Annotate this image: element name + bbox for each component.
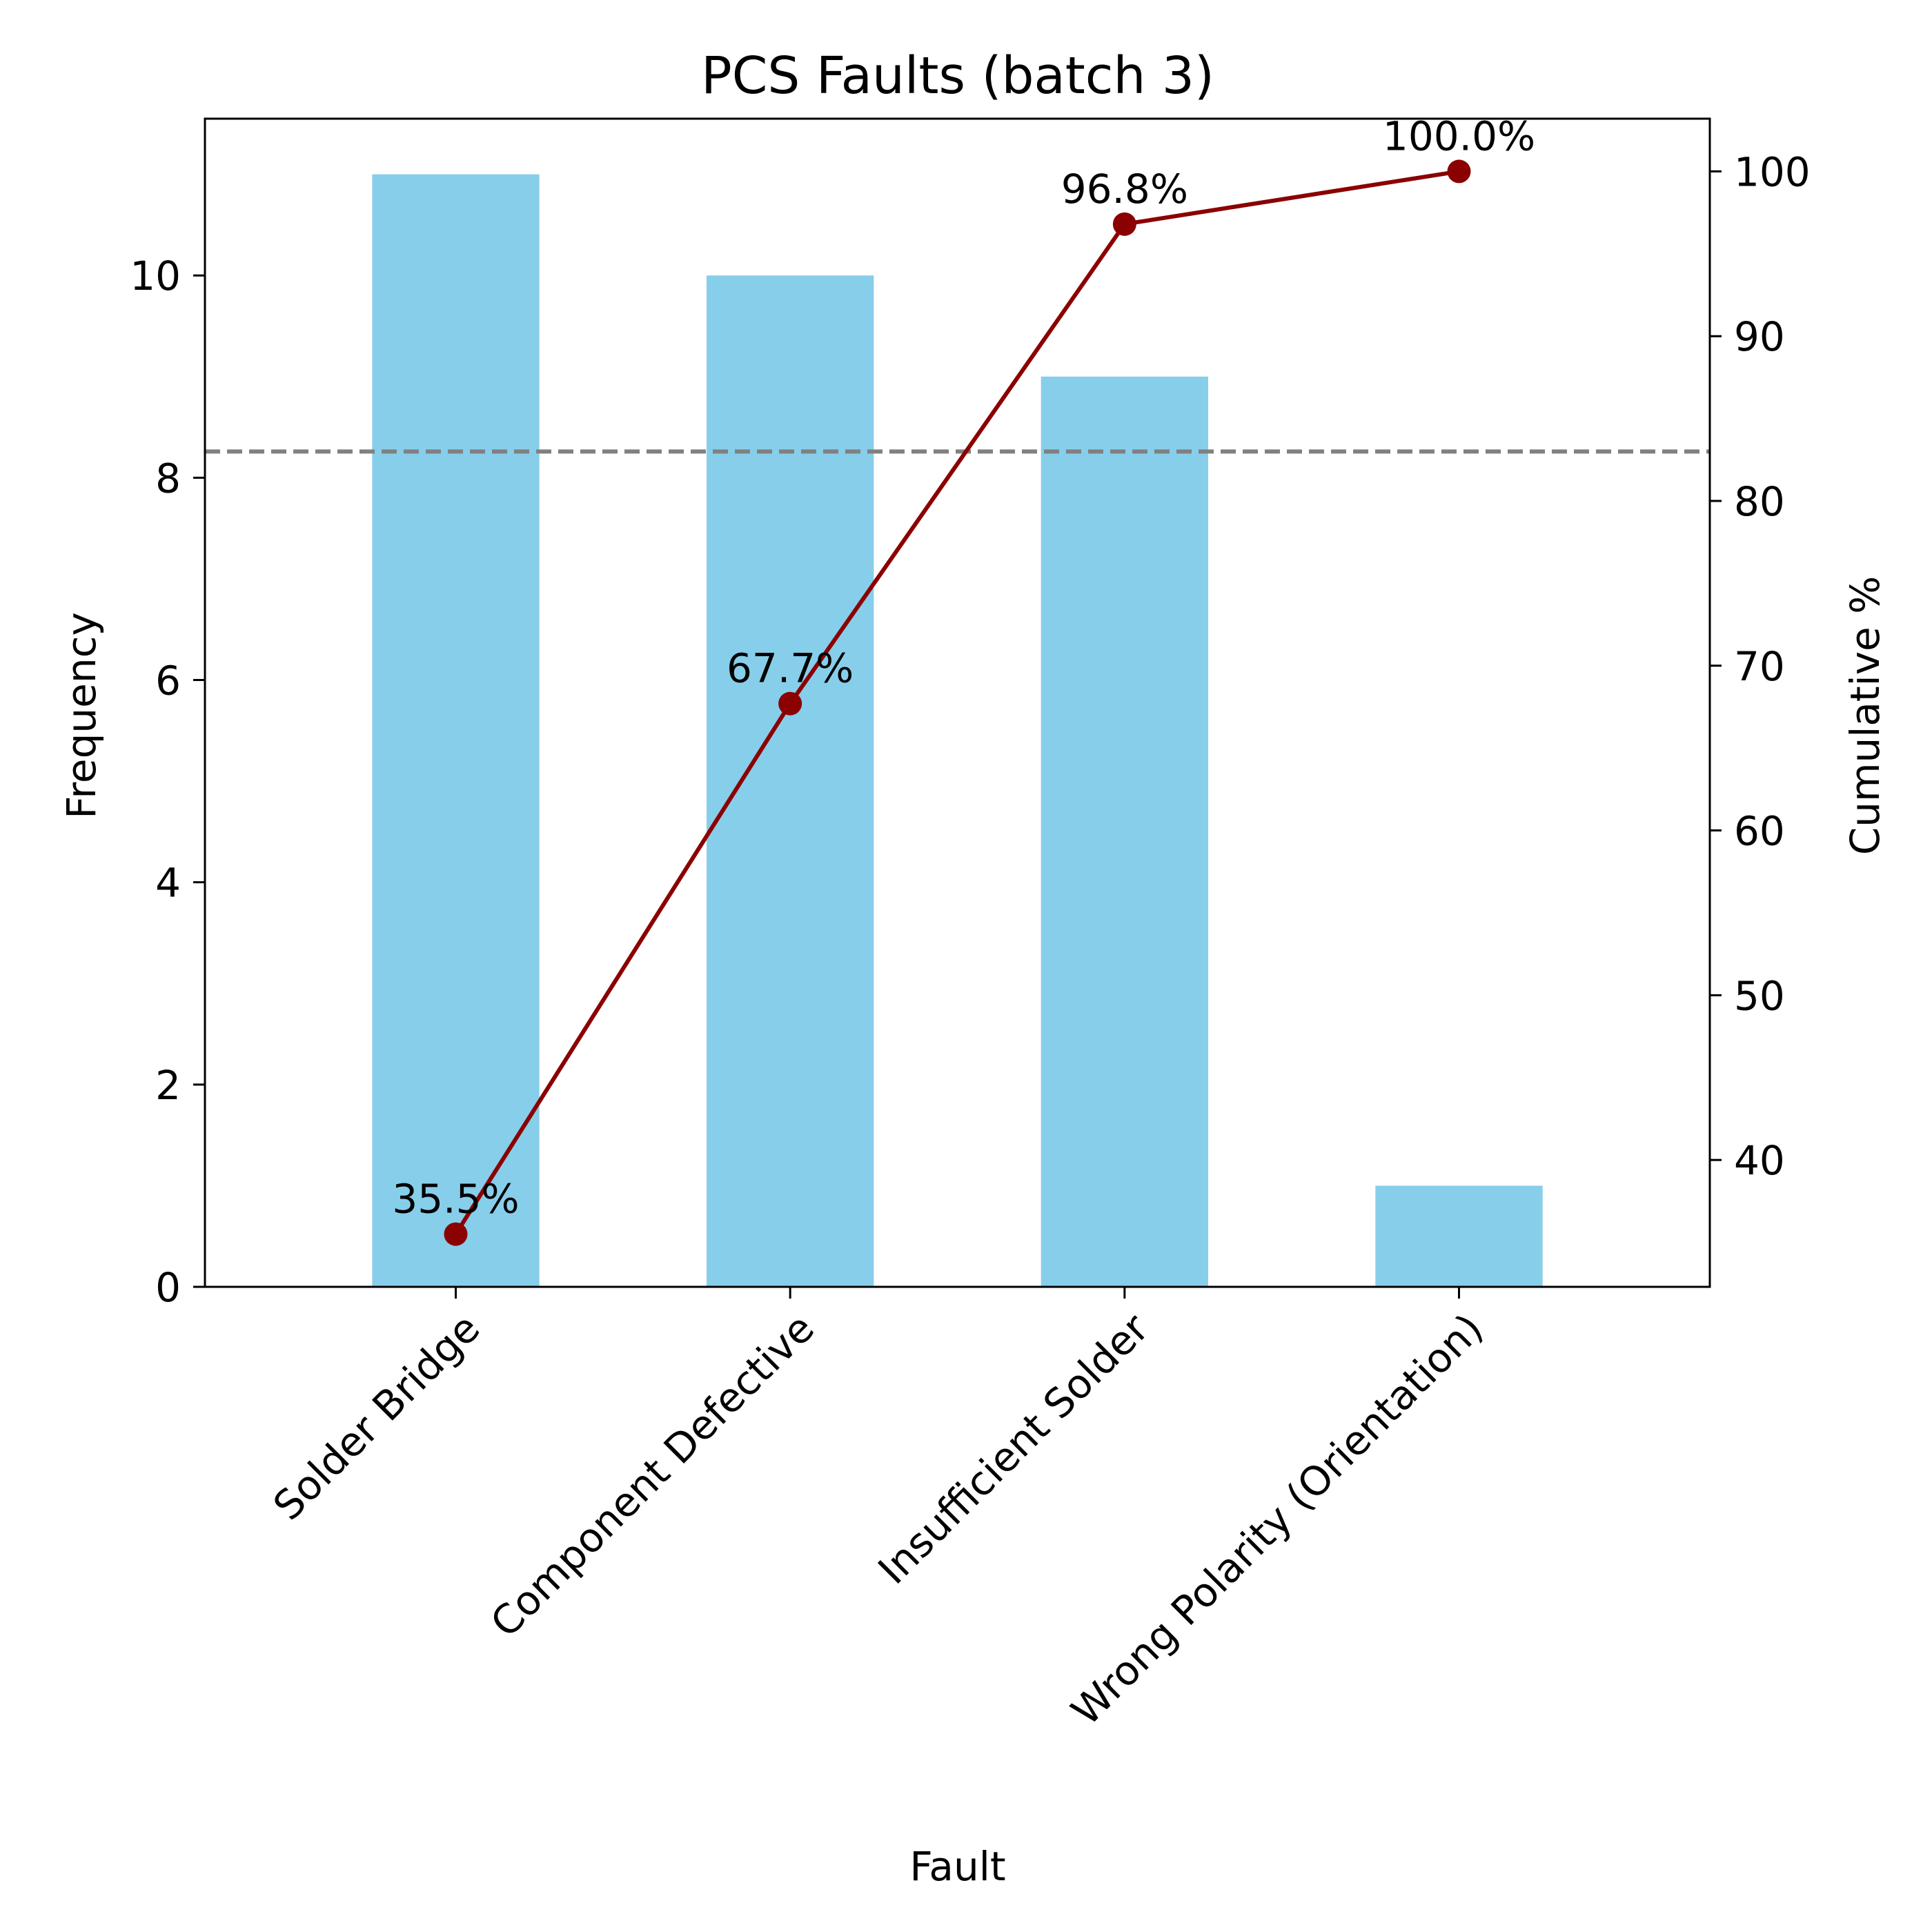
- y2-tick-label: 40: [1734, 1137, 1785, 1184]
- right-axis: 40 50 60 70 80 90 100: [1710, 148, 1811, 1184]
- y2-tick-label: 60: [1734, 808, 1785, 855]
- x-tick-label: Insufficient Solder: [869, 1305, 1158, 1593]
- y-tick-label: 6: [155, 658, 181, 704]
- y-axis-label: Frequency: [58, 612, 105, 819]
- y2-tick-label: 100: [1734, 148, 1811, 195]
- y-tick-label: 0: [155, 1264, 181, 1311]
- y2-tick-label: 80: [1734, 478, 1785, 525]
- cumulative-line-layer: 35.5% 67.7% 96.8% 100.0%: [392, 112, 1535, 1246]
- x-tick-label: Wrong Polarity (Orientation): [1062, 1305, 1492, 1735]
- cumulative-point: [1112, 212, 1136, 236]
- y2-tick-label: 90: [1734, 313, 1785, 360]
- cumulative-point: [1447, 159, 1471, 184]
- plot-frame: [204, 117, 1711, 1288]
- y2-axis-label: Cumulative %: [1842, 576, 1889, 856]
- x-tick-label: Component Defective: [482, 1305, 823, 1646]
- bar: [1041, 376, 1208, 1287]
- chart-title: PCS Faults (batch 3): [701, 46, 1214, 106]
- cumulative-label: 100.0%: [1383, 112, 1535, 159]
- cumulative-line: [453, 169, 1459, 1236]
- cumulative-point: [778, 691, 802, 716]
- x-axis-label: Fault: [909, 1843, 1005, 1890]
- cumulative-point: [444, 1222, 468, 1246]
- bars-layer: [372, 174, 1543, 1288]
- y-tick-label: 2: [155, 1062, 181, 1109]
- bar: [1375, 1185, 1543, 1287]
- bar: [707, 275, 874, 1288]
- x-tick-label: Solder Bridge: [264, 1305, 489, 1529]
- left-axis: 0 2 4 6 8 10: [130, 253, 205, 1311]
- y-tick-label: 8: [155, 455, 181, 502]
- y-tick-label: 10: [130, 253, 181, 299]
- y2-tick-label: 70: [1734, 643, 1785, 690]
- y2-tick-label: 50: [1734, 972, 1785, 1019]
- bar: [372, 174, 540, 1288]
- cumulative-label: 96.8%: [1061, 166, 1188, 213]
- cumulative-label: 67.7%: [727, 645, 854, 692]
- cumulative-label: 35.5%: [392, 1176, 519, 1223]
- y-tick-label: 4: [155, 860, 181, 907]
